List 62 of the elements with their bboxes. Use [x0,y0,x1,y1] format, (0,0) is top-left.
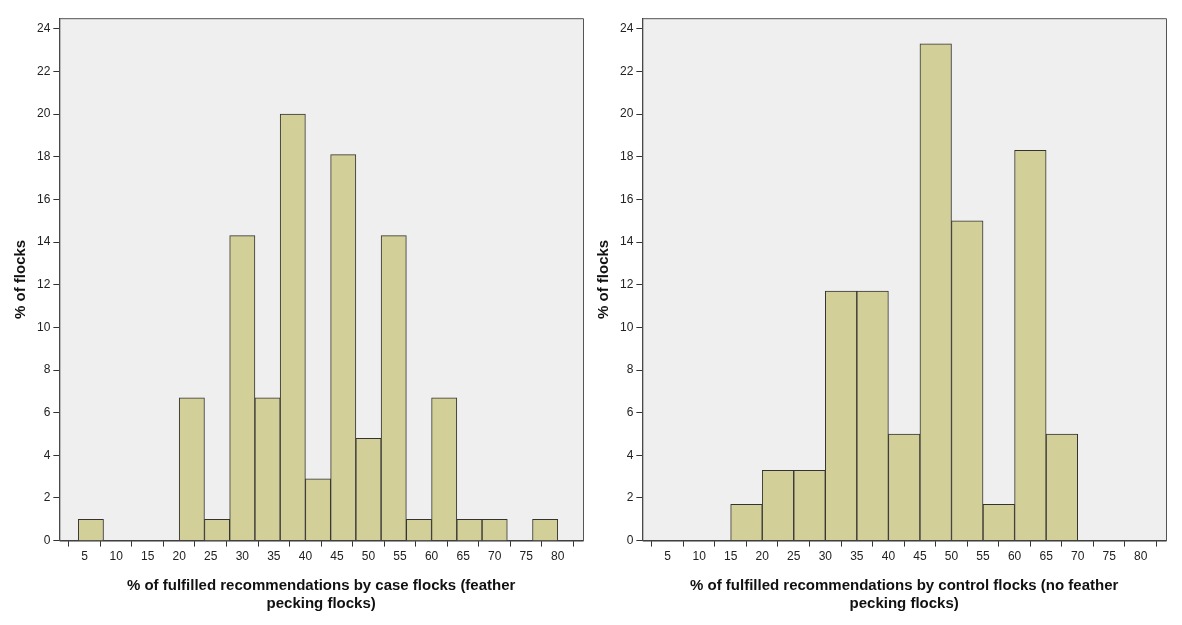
x-tick-label: 40 [881,549,896,564]
x-tick-label: 25 [204,549,218,564]
y-tick-label: 18 [36,149,51,164]
x-tick-label: 65 [1039,549,1054,564]
y-tick-label: 10 [36,319,51,334]
y-tick-label: 22 [36,63,51,78]
x-tick-label: 50 [944,549,959,564]
x-tick-label: 55 [976,549,991,564]
x-tick-label: 50 [361,549,376,564]
x-tick-label: 30 [818,549,833,564]
y-tick-label: 10 [619,319,634,334]
y-tick-label: 12 [619,277,634,292]
x-tick-label: 35 [267,549,281,564]
y-tick-label: 6 [626,404,634,419]
x-tick-label: 5 [81,549,89,564]
y-axis-title: % of flocks [11,239,29,319]
y-tick-label: 16 [36,191,51,206]
x-tick-label: 15 [140,549,155,564]
x-tick-label: 10 [109,549,124,564]
y-tick-label: 2 [43,490,51,505]
y-tick-label: 14 [619,234,634,249]
y-tick-label: 4 [626,447,634,462]
x-tick-label: 30 [235,549,250,564]
x-tick-label: 65 [456,549,471,564]
x-tick-label: 80 [551,549,565,564]
x-tick-label: 70 [487,549,502,564]
x-tick-label: 75 [519,549,534,564]
x-tick-label: 20 [172,549,187,564]
x-tick-label: 20 [755,549,770,564]
y-axis-title: % of flocks [594,239,612,319]
y-tick-label: 24 [619,21,634,36]
y-tick-label: 0 [43,532,51,547]
x-tick-label: 40 [298,549,313,564]
y-tick-label: 18 [619,149,634,164]
x-tick-label: 45 [330,549,344,564]
x-tick-label: 80 [1134,549,1148,564]
y-tick-label: 0 [626,532,634,547]
y-tick-label: 2 [626,490,634,505]
y-tick-label: 4 [43,447,51,462]
x-tick-label: 35 [850,549,864,564]
x-tick-label: 5 [664,549,672,564]
x-tick-label: 10 [692,549,707,564]
x-tick-label: 70 [1070,549,1085,564]
x-tick-label: 45 [913,549,927,564]
y-tick-label: 20 [619,106,634,121]
x-tick-label: 15 [723,549,738,564]
x-tick-label: 25 [787,549,801,564]
x-tick-label: 60 [1007,549,1022,564]
x-tick-label: 55 [393,549,408,564]
x-axis-title: % of fulfilled recommendations by case flocks (feather pecking flocks) [126,576,516,612]
x-tick-label: 60 [424,549,439,564]
y-tick-label: 14 [36,234,51,249]
y-tick-label: 20 [36,106,51,121]
y-tick-label: 12 [36,277,51,292]
y-tick-label: 22 [619,63,634,78]
x-axis-title: % of fulfilled recommendations by control flocks (no feather pecking flocks) [689,576,1119,612]
y-tick-label: 8 [43,362,51,377]
y-tick-label: 8 [626,362,634,377]
y-tick-label: 6 [43,404,51,419]
x-tick-label: 75 [1102,549,1117,564]
y-tick-label: 24 [36,21,51,36]
y-tick-label: 16 [619,191,634,206]
